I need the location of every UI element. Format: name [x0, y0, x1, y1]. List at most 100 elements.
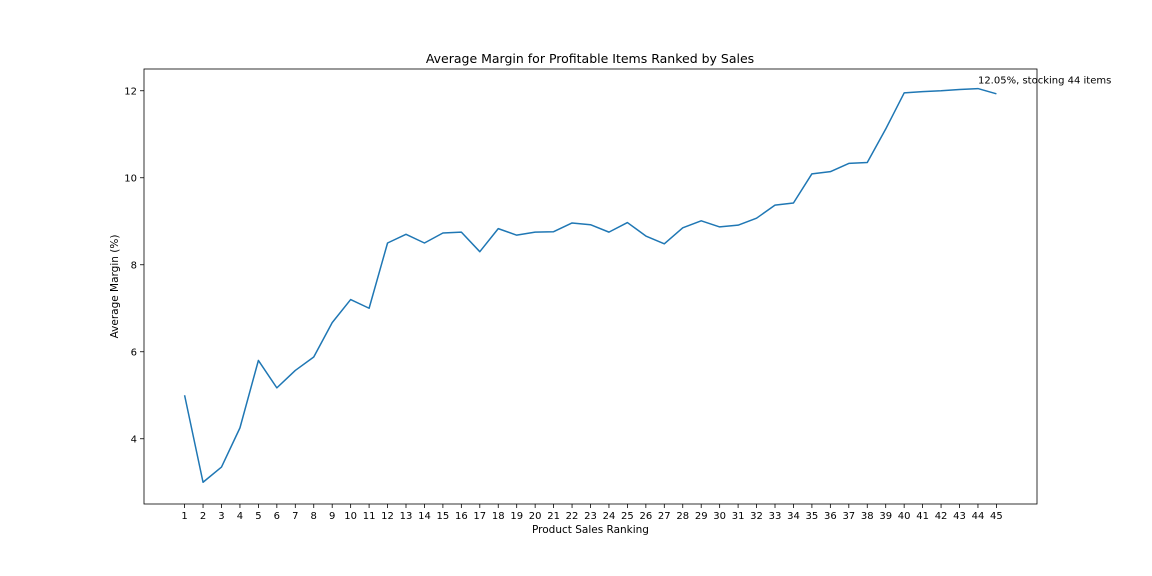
data-point [202, 481, 205, 484]
data-point [478, 250, 481, 253]
data-point [940, 89, 943, 92]
data-point [663, 242, 666, 245]
data-point [515, 234, 518, 237]
data-point [681, 226, 684, 229]
data-point [275, 386, 278, 389]
x-tick-label: 22 [566, 511, 579, 522]
x-tick-label: 28 [676, 511, 689, 522]
data-point [774, 204, 777, 207]
data-point [497, 227, 500, 230]
y-axis-label: Average Margin (%) [109, 235, 121, 339]
y-axis: 4 6 8 10 12 [124, 86, 144, 445]
data-point [829, 170, 832, 173]
x-tick-label: 35 [806, 511, 819, 522]
x-tick-label: 2 [200, 511, 206, 522]
x-tick-label: 21 [547, 511, 560, 522]
x-tick-label: 40 [898, 511, 911, 522]
x-tick-label: 17 [473, 511, 486, 522]
data-point [238, 426, 241, 429]
x-tick-label: 18 [492, 511, 505, 522]
y-tick-label: 6 [131, 347, 137, 358]
data-point [884, 128, 887, 131]
x-axis: 1 2 3 4 5 6 7 8 9 10 11 12 13 14 15 16 17 18 19 20 21 22 23 24 2… [181, 504, 1003, 522]
data-point [552, 230, 555, 233]
data-point [792, 201, 795, 204]
x-tick-label: 33 [769, 511, 782, 522]
x-tick-label: 42 [935, 511, 948, 522]
data-point [183, 394, 186, 397]
data-point [644, 235, 647, 238]
data-point [737, 224, 740, 227]
y-tick-label: 10 [124, 173, 137, 184]
x-axis-label: Product Sales Ranking [532, 524, 649, 536]
x-tick-label: 10 [344, 511, 357, 522]
x-tick-label: 11 [363, 511, 376, 522]
x-tick-label: 37 [842, 511, 855, 522]
data-point [423, 242, 426, 245]
x-tick-label: 39 [879, 511, 892, 522]
x-tick-label: 13 [400, 511, 413, 522]
x-tick-label: 34 [787, 511, 800, 522]
data-point [810, 172, 813, 175]
x-tick-label: 24 [603, 511, 616, 522]
data-point [220, 466, 223, 469]
y-tick-label: 4 [131, 434, 137, 445]
x-tick-label: 1 [181, 511, 187, 522]
x-tick-label: 27 [658, 511, 671, 522]
data-point [441, 231, 444, 234]
x-tick-label: 5 [255, 511, 261, 522]
data-point [294, 369, 297, 372]
x-tick-label: 19 [510, 511, 523, 522]
x-tick-label: 41 [916, 511, 929, 522]
x-tick-label: 36 [824, 511, 837, 522]
data-point [534, 231, 537, 234]
data-point [866, 161, 869, 164]
x-tick-label: 9 [329, 511, 335, 522]
x-tick-label: 30 [713, 511, 726, 522]
x-tick-label: 12 [381, 511, 394, 522]
x-tick-label: 25 [621, 511, 634, 522]
y-tick-label: 12 [124, 86, 137, 97]
data-point [404, 233, 407, 236]
data-point [921, 90, 924, 93]
x-tick-label: 8 [311, 511, 317, 522]
series-line [183, 87, 997, 483]
data-point [718, 225, 721, 228]
data-point [460, 231, 463, 234]
y-tick-label: 8 [131, 260, 137, 271]
data-point [847, 162, 850, 165]
data-point [331, 321, 334, 324]
annotation-label: 12.05%, stocking 44 items [978, 76, 1111, 87]
data-point [903, 91, 906, 94]
chart-title: Average Margin for Profitable Items Rank… [426, 51, 754, 66]
x-tick-label: 3 [218, 511, 224, 522]
x-tick-label: 44 [972, 511, 985, 522]
data-point [607, 231, 610, 234]
data-point [958, 88, 961, 91]
data-point [995, 92, 998, 95]
data-point [571, 221, 574, 224]
data-point [755, 217, 758, 220]
x-tick-label: 29 [695, 511, 708, 522]
x-tick-label: 4 [237, 511, 243, 522]
data-point [257, 359, 260, 362]
x-tick-label: 38 [861, 511, 874, 522]
data-point [386, 242, 389, 245]
x-tick-label: 23 [584, 511, 597, 522]
x-tick-label: 14 [418, 511, 431, 522]
data-point [312, 355, 315, 358]
x-tick-label: 32 [750, 511, 763, 522]
data-point [700, 219, 703, 222]
x-tick-label: 20 [529, 511, 542, 522]
data-point [349, 298, 352, 301]
x-tick-label: 45 [990, 511, 1003, 522]
x-tick-label: 26 [639, 511, 652, 522]
x-tick-label: 15 [437, 511, 450, 522]
x-tick-label: 43 [953, 511, 966, 522]
x-tick-label: 6 [274, 511, 280, 522]
x-tick-label: 7 [292, 511, 298, 522]
data-point [589, 223, 592, 226]
x-tick-label: 31 [732, 511, 745, 522]
